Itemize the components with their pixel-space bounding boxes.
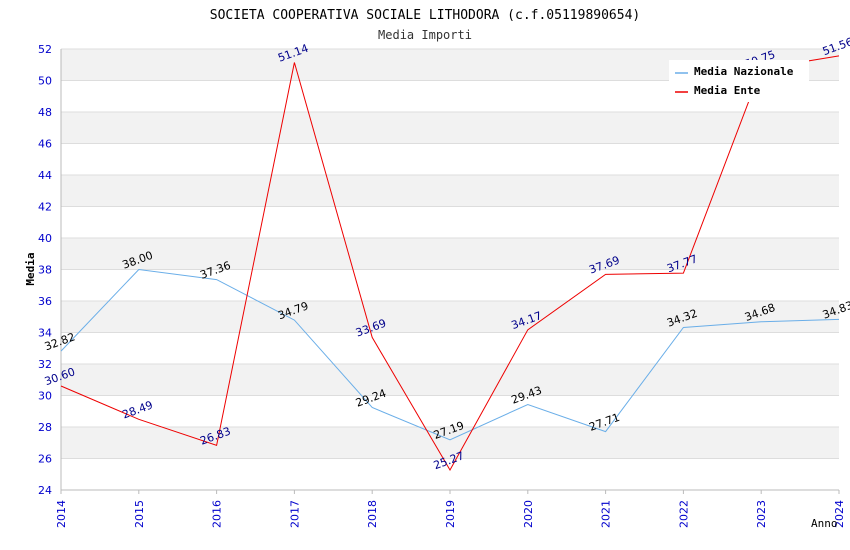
x-tick-label: 2017	[288, 500, 301, 528]
chart-subtitle: Media Importi	[378, 28, 472, 42]
y-tick-label: 30	[38, 390, 52, 403]
x-tick-label: 2022	[677, 500, 690, 528]
data-label-media-ente: 28.49	[121, 398, 155, 421]
x-tick-label: 2018	[366, 500, 379, 528]
legend-box	[669, 60, 809, 102]
y-tick-label: 46	[38, 138, 52, 151]
x-tick-label: 2014	[55, 500, 68, 528]
y-tick-label: 44	[38, 169, 52, 182]
y-tick-label: 28	[38, 421, 52, 434]
x-tick-label: 2024	[833, 500, 846, 528]
y-tick-label: 36	[38, 295, 52, 308]
y-tick-label: 40	[38, 232, 52, 245]
y-tick-label: 26	[38, 453, 52, 466]
grid-band	[61, 112, 839, 144]
grid-band	[61, 364, 839, 396]
x-tick-label: 2020	[522, 500, 535, 528]
y-axis-label: Media	[24, 252, 37, 285]
series-line-media-nazionale	[60, 268, 840, 441]
y-tick-label: 50	[38, 75, 52, 88]
series-lines	[60, 55, 840, 472]
legend-label-media-ente: Media Ente	[694, 84, 761, 97]
background-bands	[61, 49, 839, 459]
x-tick-label: 2016	[211, 500, 224, 528]
y-tick-label: 24	[38, 484, 52, 497]
y-tick-label: 48	[38, 106, 52, 119]
x-tick-label: 2021	[600, 500, 613, 528]
x-axis-ticks: 2014 2015 2016 2017 2018 2019 2020 2021 2022 2023…	[55, 490, 846, 528]
y-tick-label: 52	[38, 43, 52, 56]
y-tick-label: 38	[38, 264, 52, 277]
series-line-media-ente	[60, 55, 840, 472]
x-tick-label: 2023	[755, 500, 768, 528]
x-axis-label: Anno	[811, 517, 838, 530]
chart-title: SOCIETA COOPERATIVA SOCIALE LITHODORA (c…	[210, 8, 640, 23]
y-tick-label: 32	[38, 358, 52, 371]
y-tick-label: 34	[38, 327, 52, 340]
x-tick-label: 2019	[444, 500, 457, 528]
grid-band	[61, 301, 839, 333]
y-tick-label: 42	[38, 201, 52, 214]
legend-label-media-nazionale: Media Nazionale	[694, 65, 794, 78]
y-axis-ticks: 24 26 28 30 32 34 36 38 40 42 44 46 48 50 52	[38, 43, 52, 497]
legend: Media Nazionale Media Ente	[669, 60, 809, 102]
x-tick-label: 2015	[133, 500, 146, 528]
grid-band	[61, 175, 839, 207]
grid-band	[61, 427, 839, 459]
grid-lines	[60, 48, 839, 491]
grid-band	[61, 238, 839, 270]
